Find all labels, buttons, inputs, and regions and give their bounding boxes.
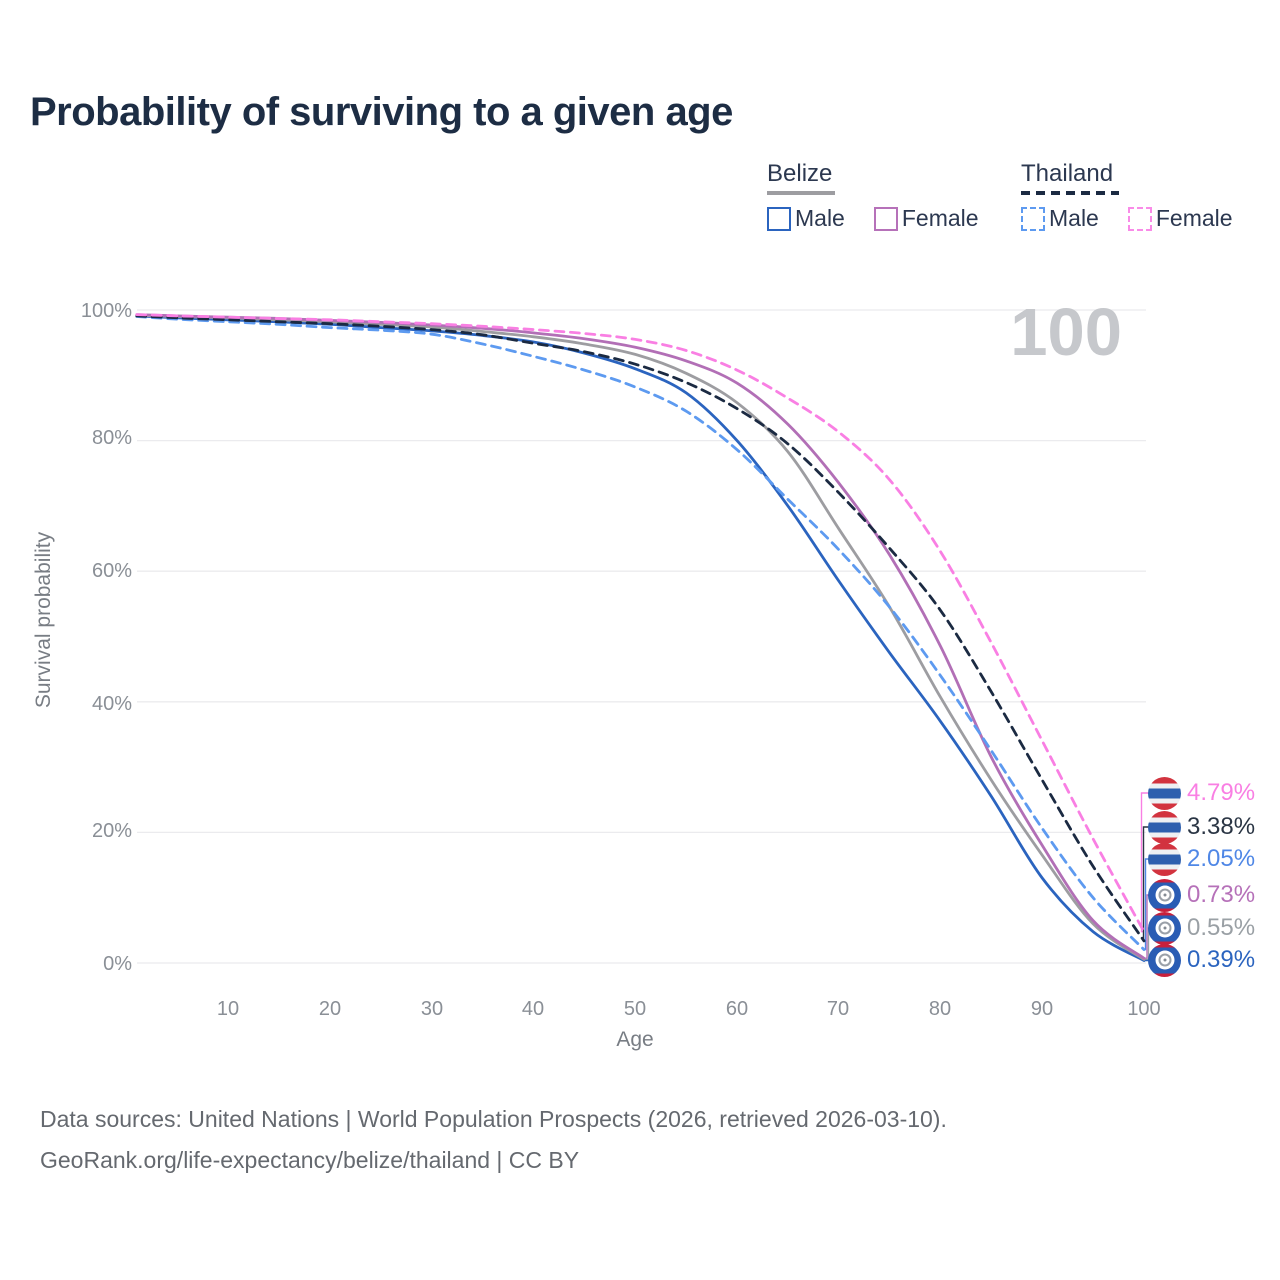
curve-belize-all[interactable] — [135, 313, 1146, 961]
end-label-thailand-male[interactable]: 2.05% — [1148, 842, 1255, 876]
x-tick: 70 — [826, 998, 850, 1020]
page-title: Probability of surviving to a given age — [30, 90, 733, 134]
thailand-male-swatch-icon — [1021, 206, 1045, 231]
legend-group-belize: Belize Male Female — [767, 160, 979, 232]
hovered-age-watermark: 100 — [1010, 295, 1122, 370]
end-value: 2.05% — [1187, 845, 1256, 872]
end-value: 0.55% — [1187, 914, 1256, 941]
belize-flag-icon — [1148, 943, 1181, 977]
data-source-note: Data sources: United Nations | World Pop… — [40, 1106, 947, 1132]
belize-emblem-icon — [1155, 885, 1174, 905]
end-value: 0.73% — [1187, 881, 1256, 908]
belize-flag-icon — [1148, 911, 1181, 945]
belize-all-line-swatch — [767, 191, 835, 195]
belize-emblem-icon — [1155, 918, 1174, 938]
legend-label: Male — [1049, 205, 1099, 231]
y-tick: 100% — [80, 300, 132, 322]
end-label-belize-female[interactable]: 0.73% — [1148, 878, 1255, 912]
end-value: 4.79% — [1187, 779, 1256, 806]
legend-entry-thailand-male[interactable]: Male — [1021, 205, 1099, 232]
x-tick: 90 — [1030, 998, 1054, 1020]
legend-label: Female — [1155, 205, 1233, 231]
end-label-belize-all[interactable]: 0.55% — [1148, 911, 1255, 945]
curve-thailand-male[interactable] — [135, 315, 1146, 951]
y-tick: 80% — [91, 427, 132, 449]
thailand-female-swatch-icon — [1127, 206, 1152, 231]
legend-label: Female — [901, 205, 979, 231]
legend-label: Male — [795, 205, 845, 231]
y-tick: 60% — [91, 560, 132, 582]
thailand-flag-icon — [1148, 842, 1181, 876]
legend-entry-belize-male[interactable]: Male — [767, 205, 845, 232]
curve-thailand-female[interactable] — [135, 313, 1146, 934]
y-tick: 40% — [91, 693, 132, 715]
end-label-belize-male[interactable]: 0.39% — [1148, 943, 1255, 977]
leader-line-thailand-female — [1140, 792, 1152, 933]
legend-entry-thailand-female[interactable]: Female — [1127, 205, 1233, 232]
belize-female-swatch-icon — [873, 206, 898, 231]
x-tick: 80 — [928, 998, 952, 1020]
y-tick: 0% — [103, 953, 132, 975]
x-tick: 30 — [420, 998, 444, 1020]
belize-emblem-icon — [1155, 950, 1174, 970]
curve-belize-male[interactable] — [135, 314, 1146, 962]
y-axis-title: Survival probability — [32, 531, 55, 709]
thailand-flag-icon — [1148, 810, 1181, 844]
belize-male-swatch-icon — [767, 206, 791, 231]
end-label-thailand-female[interactable]: 4.79% — [1148, 776, 1255, 810]
thailand-all-line-swatch — [1021, 191, 1119, 195]
end-value: 3.38% — [1187, 813, 1256, 840]
thailand-flag-icon — [1148, 776, 1181, 810]
x-tick: 40 — [521, 998, 545, 1020]
curve-thailand-all[interactable] — [135, 314, 1146, 943]
end-label-thailand-all[interactable]: 3.38% — [1148, 810, 1255, 844]
end-value: 0.39% — [1187, 946, 1256, 973]
legend-country-belize: Belize — [767, 160, 833, 187]
legend-country-thailand: Thailand — [1021, 160, 1114, 187]
x-axis-title: Age — [616, 1028, 654, 1051]
x-tick: 20 — [318, 998, 342, 1020]
attribution-note: GeoRank.org/life-expectancy/belize/thail… — [40, 1147, 580, 1173]
x-tick: 10 — [216, 998, 240, 1020]
belize-flag-icon — [1148, 878, 1181, 912]
legend-group-thailand: Thailand Male Female — [1021, 160, 1233, 232]
x-tick: 100 — [1127, 998, 1161, 1020]
x-tick: 60 — [725, 998, 749, 1020]
legend-entry-belize-female[interactable]: Female — [873, 205, 979, 232]
curve-belize-female[interactable] — [135, 313, 1146, 960]
x-tick: 50 — [623, 998, 647, 1020]
y-tick: 20% — [91, 820, 132, 842]
